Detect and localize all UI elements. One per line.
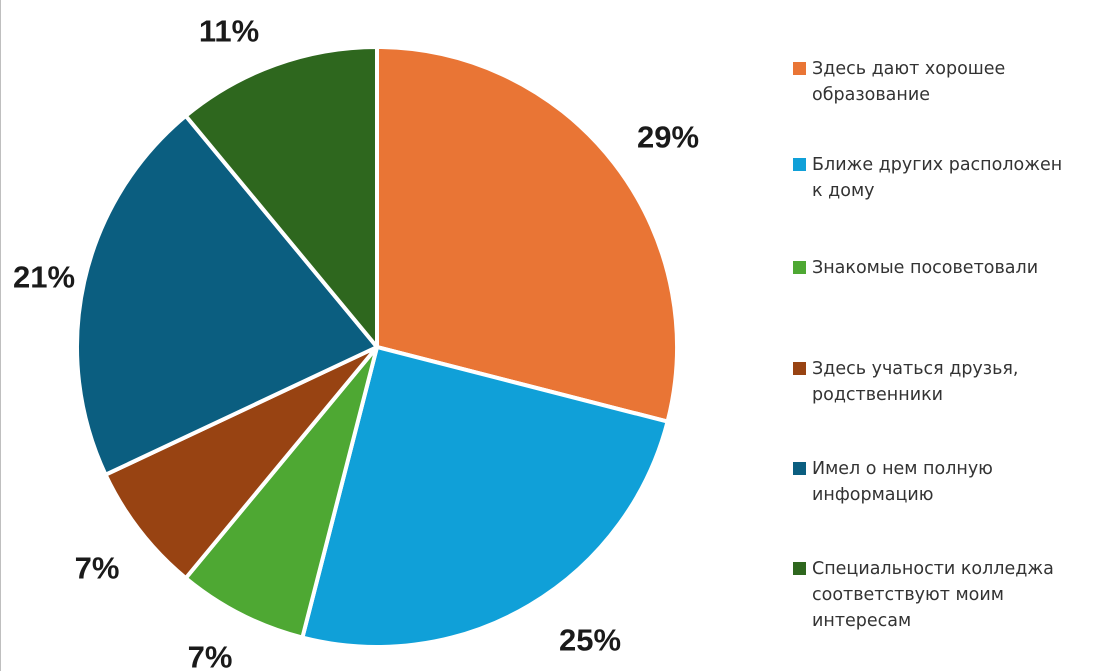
legend-label: Специальности колледжа соответствуют мои… — [812, 559, 1054, 631]
legend-item-full-information: Имел о нем полную информацию — [793, 456, 1102, 508]
pie-slice — [375, 45, 679, 424]
legend-label: Имел о нем полную информацию — [812, 459, 993, 505]
legend-swatch — [793, 158, 806, 171]
pie-slice — [75, 113, 379, 477]
legend-label: Знакомые посоветовали — [812, 258, 1039, 278]
legend-item-acquaintances-advised: Знакомые посоветовали — [793, 255, 1102, 281]
legend-swatch — [793, 62, 806, 75]
pie-slice — [183, 345, 379, 640]
pie-data-label: 29% — [637, 120, 699, 155]
legend-label: Ближе других расположен к дому — [812, 155, 1063, 201]
pie-slice — [183, 45, 379, 349]
legend-swatch — [793, 362, 806, 375]
pie-data-labels: 29% 25% 7% 7% 21% 11% — [13, 14, 699, 671]
legend-swatch — [793, 562, 806, 575]
legend-label: Здесь дают хорошее образование — [812, 59, 1006, 105]
pie-slice — [300, 345, 670, 649]
legend-label: Здесь учаться друзья, родственники — [812, 359, 1019, 405]
legend-item-good-education: Здесь дают хорошее образование — [793, 56, 1102, 108]
pie-slices — [75, 45, 679, 649]
legend-item-specialties-match-interests: Специальности колледжа соответствуют мои… — [793, 556, 1102, 634]
pie-data-label: 7% — [188, 640, 233, 671]
pie-data-label: 25% — [559, 623, 621, 658]
legend-swatch — [793, 261, 806, 274]
legend-item-friends-study-here: Здесь учаться друзья, родственники — [793, 356, 1102, 408]
legend-item-close-to-home: Ближе других расположен к дому — [793, 152, 1102, 204]
legend-swatch — [793, 462, 806, 475]
pie-data-label: 7% — [75, 551, 120, 586]
pie-data-label: 21% — [13, 260, 75, 295]
pie-data-label: 11% — [199, 14, 259, 49]
pie-slice — [103, 345, 379, 581]
